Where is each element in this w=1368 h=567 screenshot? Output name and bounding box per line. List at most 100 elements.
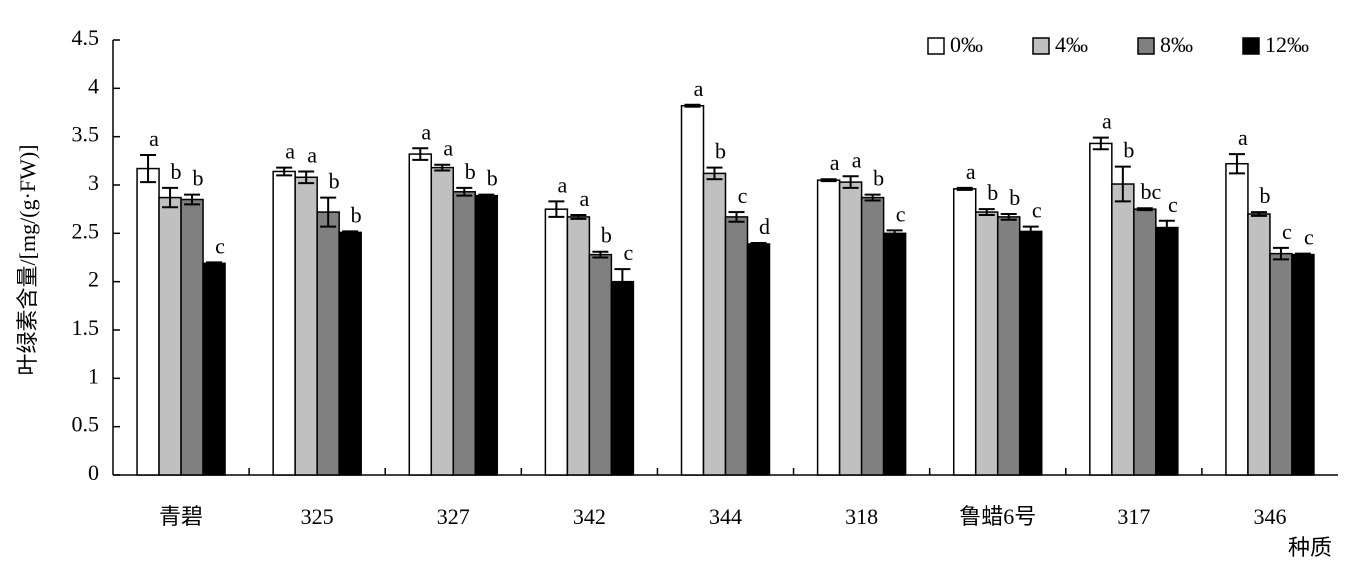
bar [882,232,907,476]
error-bar [684,103,701,108]
significance-letter: b [1123,138,1134,163]
error-bar [614,268,631,296]
error-bar [842,175,859,189]
error-bar [140,154,157,184]
y-tick-label: 4 [88,73,99,98]
error-bar [1158,219,1175,236]
significance-letter: a [966,159,976,184]
x-tick-label: 青碧 [159,504,203,529]
error-bar [864,193,881,202]
legend-swatch [1242,37,1260,55]
bar [610,280,635,476]
bar [1133,208,1157,476]
significance-letter: c [738,183,748,208]
significance-letter: b [487,166,498,191]
y-tick-label: 1.5 [72,315,100,340]
error-bar [320,196,337,228]
bar [1089,142,1113,476]
x-tick-label: 325 [301,504,334,529]
y-tick-label: 3.5 [72,122,100,147]
y-axis-label: 叶绿素含量/[mg/(g·FW)] [15,145,40,376]
error-bar [1000,213,1017,221]
significance-letter: b [1009,185,1020,210]
bar [974,211,999,476]
error-bar [412,147,429,161]
error-bar [184,193,201,206]
significance-letter: a [149,126,159,151]
bar [996,216,1021,476]
bar [180,198,204,476]
bar [1018,230,1043,476]
significance-letter: a [285,139,295,164]
significance-letter: a [830,150,840,175]
error-bar [1294,252,1311,257]
significance-letter: b [987,180,998,205]
legend-swatch [1032,37,1050,55]
error-bar [456,186,473,197]
error-bar [750,242,767,246]
significance-letter: a [694,76,704,101]
significance-letter: a [1238,125,1248,150]
x-tick-label: 鲁蜡6号 [959,504,1036,529]
significance-letter: a [443,136,453,161]
bar [588,253,613,476]
bar [702,172,727,476]
bar [1269,252,1293,476]
bar [860,196,885,476]
bar [1111,183,1135,476]
legend-label: 4‰ [1055,32,1088,57]
bar [316,211,340,476]
significance-letter: b [329,169,340,194]
significance-letter: b [465,159,476,184]
significance-letter: a [421,119,431,144]
x-tick-label: 346 [1253,504,1286,529]
significance-letter: a [1102,109,1112,134]
bar [272,170,296,476]
x-tick-label: 342 [573,504,606,529]
error-bar [1136,207,1153,212]
significance-letter: c [896,201,906,226]
error-bar [206,261,223,266]
bar [474,194,499,476]
x-tick-label: 318 [845,504,878,529]
bar [544,208,569,476]
bar [838,181,863,476]
y-tick-label: 1 [88,363,99,388]
x-axis-label: 种质 [1288,535,1332,560]
error-bar [592,250,609,259]
error-bar [886,229,903,238]
significance-letter: b [193,166,204,191]
x-tick-label: 317 [1117,504,1150,529]
significance-letter: b [601,223,612,248]
significance-letter: d [759,214,770,239]
error-bar [570,213,587,220]
bar [1247,213,1271,476]
y-tick-label: 0.5 [72,412,100,437]
bar [338,231,362,476]
bar [746,243,771,476]
error-bar [1022,225,1039,238]
significance-letter: b [715,139,726,164]
x-tick-label: 327 [437,504,470,529]
error-bar [1114,165,1131,203]
x-tick-label: 344 [709,504,742,529]
bar [1225,162,1249,476]
error-bar [276,166,293,177]
bar [136,167,160,476]
error-bar [978,208,995,216]
error-bar [728,211,745,223]
error-bar [1250,211,1267,217]
significance-letter: c [1304,225,1314,250]
error-bar [548,200,565,218]
legend-swatch [1137,37,1155,55]
y-tick-label: 4.5 [72,25,100,50]
bar [1291,253,1315,476]
bar [202,262,226,476]
bar [724,216,749,476]
significance-letter: a [307,143,317,168]
bar [408,153,433,476]
error-bar [162,186,179,209]
bar [294,176,318,476]
significance-letter: a [852,147,862,172]
